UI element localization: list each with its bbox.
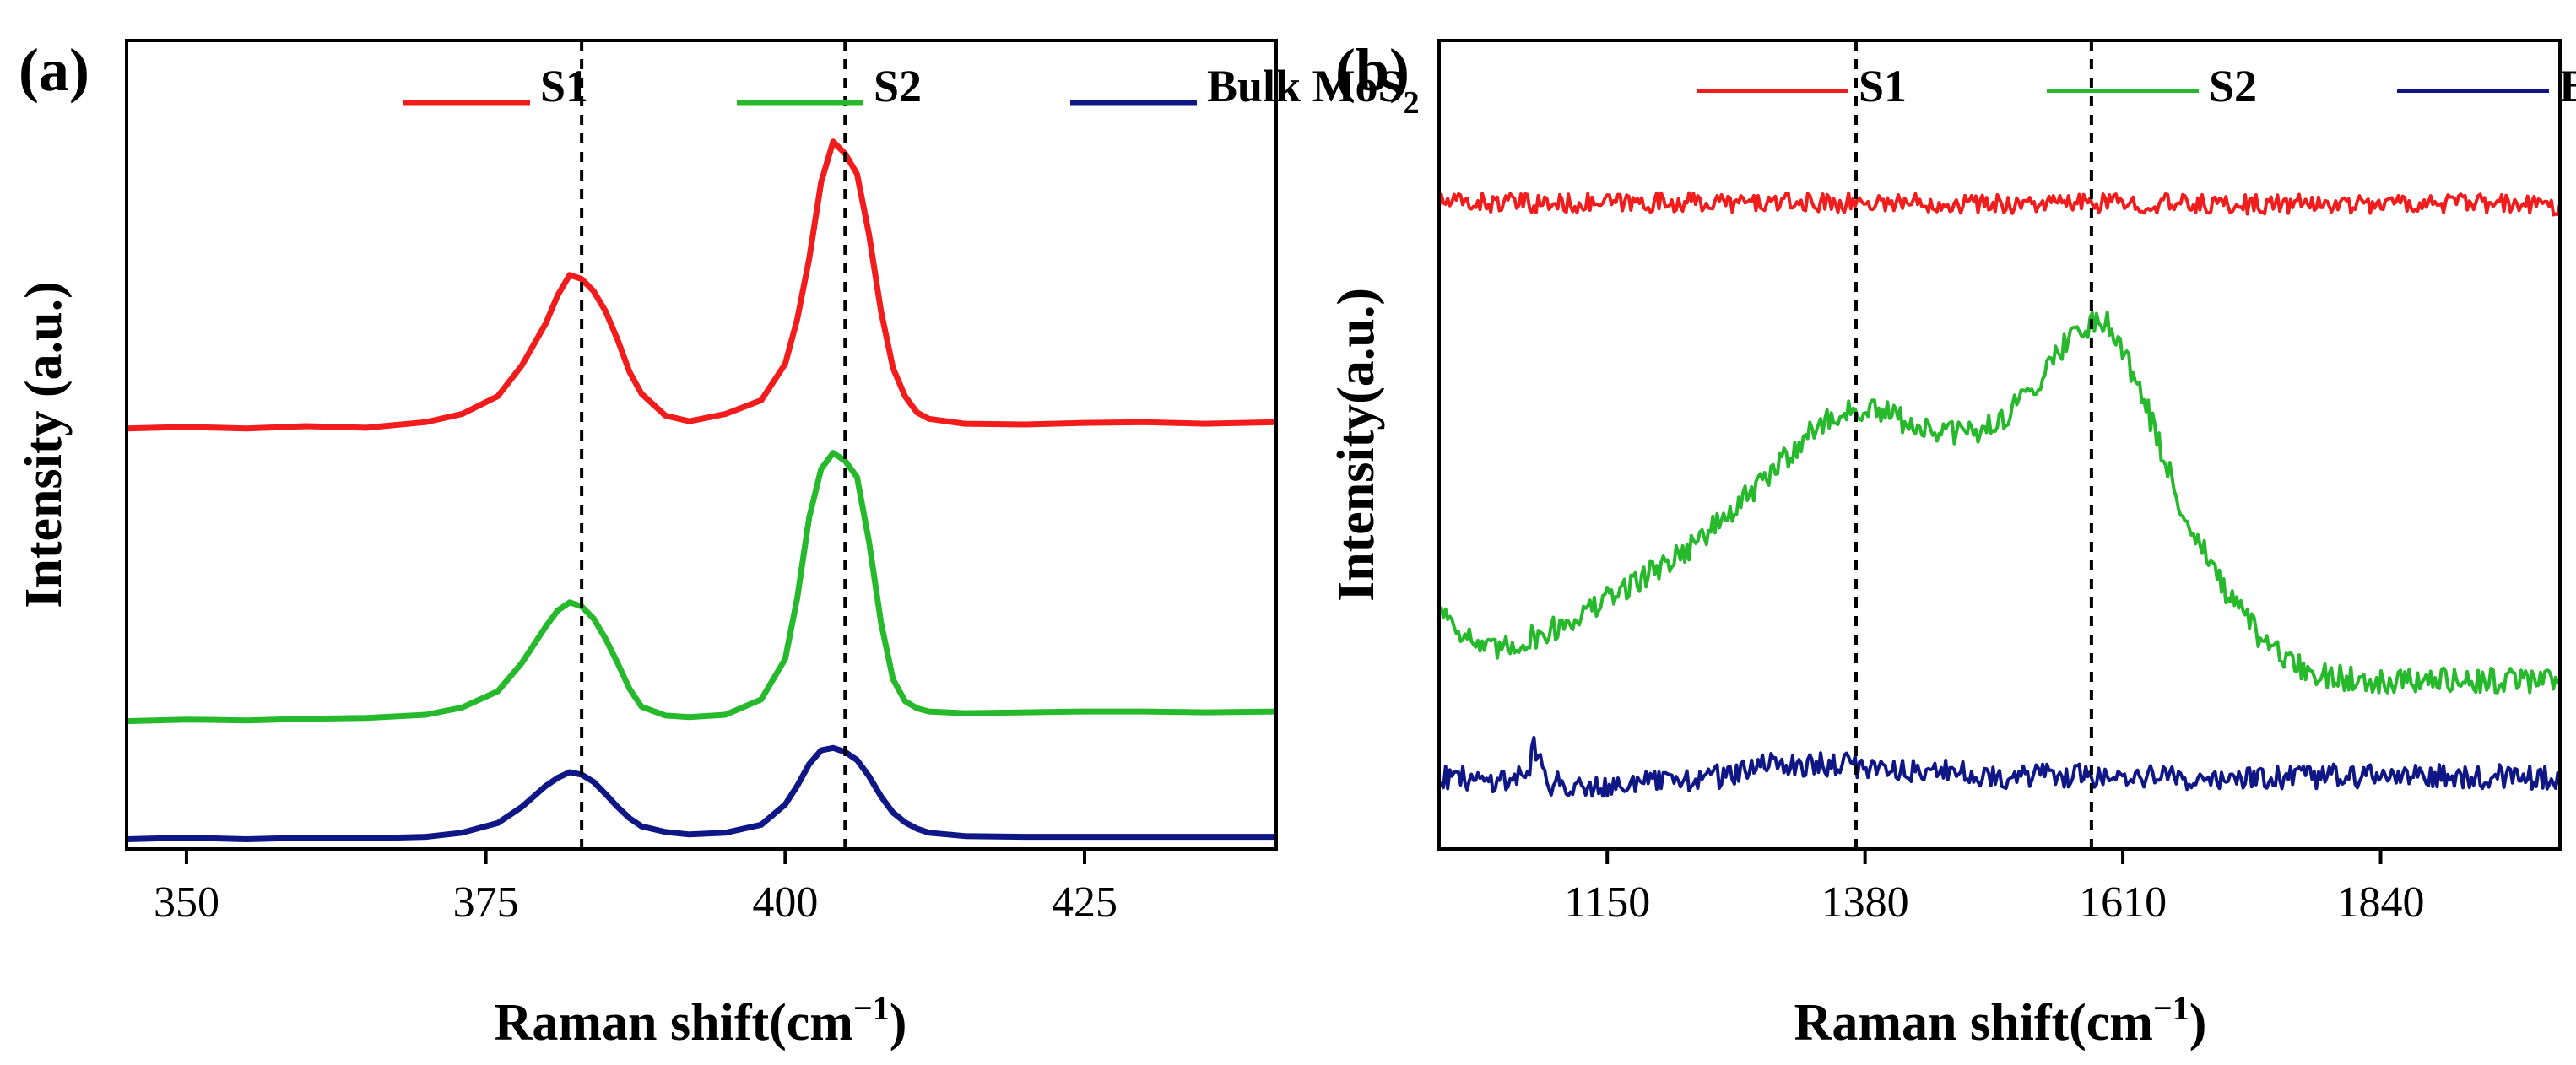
panel-b-x-title-close: )	[2189, 994, 2207, 1051]
panel-a-frame	[125, 39, 1278, 851]
x-tick-label: 375	[453, 878, 519, 927]
panel-a-x-title-superscript: −1	[853, 989, 890, 1027]
panel-a: (a) 350 375 400 425 S1 S2 Bulk MoS2 Intensity…	[15, 36, 1420, 1051]
panel-a-x-title-main: Raman shift(cm	[495, 994, 853, 1051]
panel-a-label: (a)	[19, 36, 89, 104]
x-tick-label: 1610	[2079, 878, 2167, 927]
legend-subscript: 2	[1404, 85, 1420, 121]
legend-label-s1: S1	[540, 61, 588, 111]
x-tick-label: 350	[154, 878, 219, 927]
panel-b-x-axis-title: Raman shift(cm−1)	[1794, 989, 2207, 1051]
legend-label-bulk: Bulk MoS2	[2559, 61, 2576, 121]
x-tick-label: 1840	[2337, 878, 2425, 927]
series-line-s1	[126, 138, 1277, 432]
panel-b-y-axis-title: Intensity(a.u.)	[1328, 288, 1385, 602]
series-line-bulk	[126, 744, 1276, 842]
x-tick-label: 1150	[1564, 878, 1650, 927]
legend-label-s1: S1	[1859, 61, 1907, 111]
series-line-bulk	[1437, 735, 2562, 798]
panel-a-y-axis-title: Intensity (a.u.)	[15, 281, 73, 608]
panel-b-label: (b)	[1335, 36, 1410, 104]
x-tick-label: 425	[1052, 878, 1118, 927]
x-tick-label: 1380	[1821, 878, 1909, 927]
panel-a-plot-area	[126, 41, 1277, 849]
panel-a-legend: S1 S2 Bulk MoS2	[403, 61, 1420, 121]
series-line-s1	[1437, 191, 2562, 217]
panel-b: (b) 1150 1380 1610 1840 S1 S2 Bulk MoS2 Inten…	[1328, 36, 2576, 1051]
series-line-s2	[1437, 311, 2561, 695]
panel-b-plot-area	[1437, 41, 2562, 849]
panel-b-legend: S1 S2 Bulk MoS2	[1697, 61, 2576, 121]
panel-b-frame	[1437, 39, 2562, 851]
panel-b-x-title-superscript: −1	[2153, 989, 2189, 1027]
panel-b-x-ticks: 1150 1380 1610 1840	[1564, 849, 2425, 927]
legend-label-s2: S2	[2209, 61, 2257, 111]
x-tick-label: 400	[752, 878, 818, 927]
legend-label-s2: S2	[874, 61, 922, 111]
series-line-s2	[126, 450, 1277, 725]
panel-a-x-axis-title: Raman shift(cm−1)	[495, 989, 907, 1051]
panel-a-x-ticks: 350 375 400 425	[154, 849, 1118, 927]
panel-a-x-title-close: )	[890, 994, 907, 1051]
panel-b-x-title-main: Raman shift(cm	[1794, 994, 2153, 1051]
legend-label-bulk: Bulk MoS2	[1207, 61, 1420, 121]
